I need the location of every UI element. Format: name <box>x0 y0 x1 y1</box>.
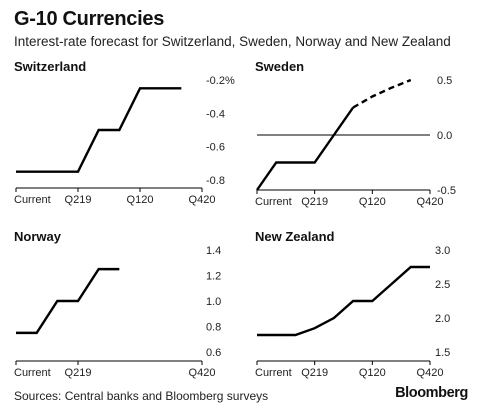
y-tick-label: 1.4 <box>206 245 221 257</box>
y-tick-label: -0.8 <box>206 175 225 187</box>
y-tick-label: 0.0 <box>437 130 452 142</box>
x-tick-label: Q219 <box>301 196 328 208</box>
x-tick-label: Q219 <box>65 194 92 206</box>
y-tick-label: 1.2 <box>206 271 221 283</box>
x-tick-label: Current <box>14 194 51 206</box>
x-tick-label: Q420 <box>189 194 216 206</box>
x-tick-label: Current <box>255 196 292 208</box>
y-tick-label: 0.5 <box>437 75 452 87</box>
y-tick-label: -0.6 <box>206 142 225 154</box>
x-tick-label: Current <box>255 367 292 379</box>
chart-panel-norway: Current Q219 Q420 1.4 1.2 1.0 0.8 0.6 <box>14 245 221 379</box>
x-tick-label: Q420 <box>417 196 444 208</box>
x-tick-label: Q120 <box>359 196 386 208</box>
y-tick-label: 0.8 <box>206 322 221 334</box>
x-tick-label: Current <box>14 367 51 379</box>
panel-title-sweden: Sweden <box>255 59 305 74</box>
chart-title: G-10 Currencies <box>14 8 165 30</box>
rate-line <box>16 267 120 335</box>
rate-line <box>257 265 430 337</box>
rate-line <box>256 106 355 191</box>
y-tick-label: 3.0 <box>435 245 450 257</box>
x-tick-label: Q120 <box>127 194 154 206</box>
source-note: Sources: Central banks and Bloomberg sur… <box>14 389 269 403</box>
y-tick-label: -0.5 <box>437 185 456 197</box>
x-tick-label: Q219 <box>65 367 92 379</box>
forecast-line-dashed <box>352 78 412 109</box>
y-tick-label: -0.4 <box>206 108 225 120</box>
y-tick-label: 0.6 <box>206 347 221 359</box>
x-tick-label: Q219 <box>301 367 328 379</box>
y-tick-label: 2.5 <box>435 279 450 291</box>
x-tick-label: Q420 <box>417 367 444 379</box>
chart-panel-sweden: Current Q219 Q120 Q420 0.5 0.0 -0.5 <box>255 75 456 208</box>
y-tick-label: -0.2% <box>206 75 235 87</box>
panel-title-norway: Norway <box>14 229 61 244</box>
y-tick-label: 1.5 <box>435 347 450 359</box>
x-tick-label: Q120 <box>359 367 386 379</box>
x-tick-label: Q420 <box>189 367 216 379</box>
chart-panel-switzerland: Current Q219 Q120 Q420 -0.2% -0.4 -0.6 -0.8 <box>14 75 235 206</box>
y-tick-label: 2.0 <box>435 313 450 325</box>
chart-panel-new-zealand: Current Q219 Q120 Q420 3.0 2.5 2.0 1.5 <box>255 245 450 379</box>
panel-title-switzerland: Switzerland <box>14 59 87 74</box>
rate-line <box>16 87 182 173</box>
y-tick-label: 1.0 <box>206 296 221 308</box>
chart-subtitle: Interest-rate forecast for Switzerland, … <box>14 34 451 49</box>
panel-title-new-zealand: New Zealand <box>255 229 335 244</box>
bloomberg-logo: Bloomberg <box>395 385 468 401</box>
